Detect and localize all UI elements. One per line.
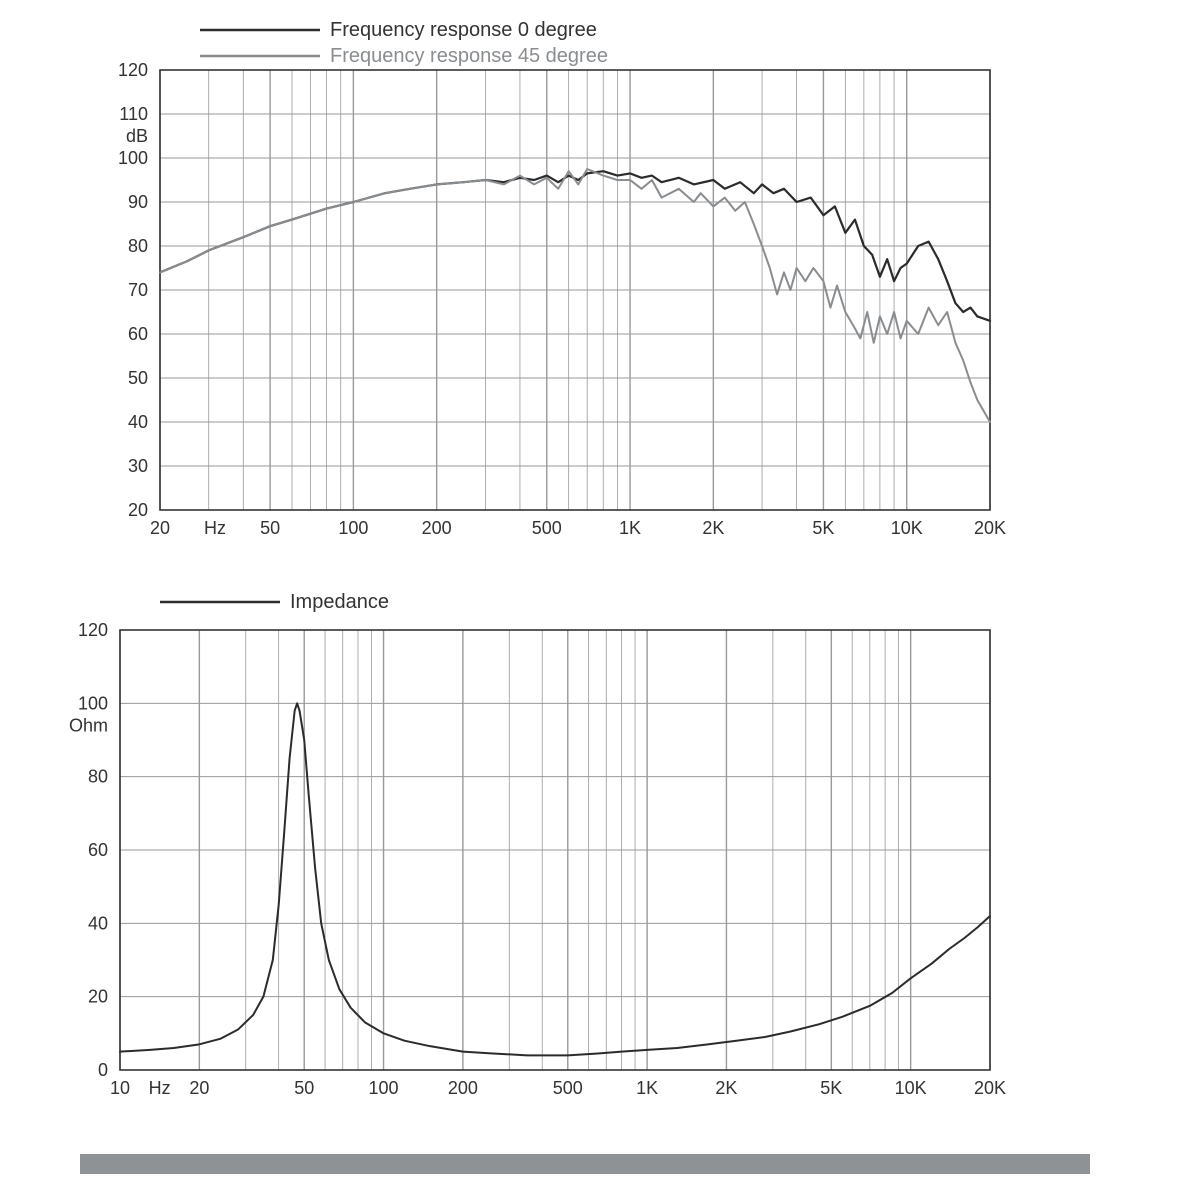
x-tick-label: 500 bbox=[553, 1078, 583, 1098]
y-tick-label: 60 bbox=[128, 324, 148, 344]
x-tick-label: 1K bbox=[636, 1078, 658, 1098]
legend-label: Frequency response 45 degree bbox=[330, 45, 608, 67]
x-tick-label: 10K bbox=[891, 518, 923, 538]
y-tick-label: 110 bbox=[119, 104, 148, 124]
y-tick-label: 20 bbox=[128, 500, 148, 520]
x-tick-label: 20 bbox=[150, 518, 170, 538]
page: 2030405060708090100110120dB2050100200500… bbox=[0, 0, 1200, 1200]
x-unit-label: Hz bbox=[204, 518, 226, 538]
x-tick-label: 100 bbox=[369, 1078, 399, 1098]
legend-label: Impedance bbox=[290, 591, 389, 613]
x-tick-label: 2K bbox=[702, 518, 724, 538]
x-tick-label: 20 bbox=[189, 1078, 209, 1098]
x-tick-label: 5K bbox=[820, 1078, 842, 1098]
y-tick-label: 30 bbox=[128, 456, 148, 476]
y-tick-label: 50 bbox=[128, 368, 148, 388]
footer-bar bbox=[80, 1154, 1090, 1174]
y-tick-label: 90 bbox=[128, 192, 148, 212]
y-tick-label: 0 bbox=[98, 1060, 108, 1080]
frequency-response-chart: 20 30 40 50 60 70 80 90 100 110 120 dB 20 50 100 200 500… bbox=[0, 0, 1200, 560]
x-tick-label: 1K bbox=[619, 518, 641, 538]
y-tick-label: 120 bbox=[118, 60, 148, 80]
x-unit-label: Hz bbox=[149, 1078, 171, 1098]
y-tick-label: 100 bbox=[78, 693, 108, 713]
y-tick-label: 100 bbox=[118, 148, 148, 168]
x-tick-label: 100 bbox=[338, 518, 368, 538]
x-tick-label: 500 bbox=[532, 518, 562, 538]
y-unit-label: Ohm bbox=[69, 715, 108, 735]
x-tick-label: 200 bbox=[448, 1078, 478, 1098]
y-tick-label: 120 bbox=[78, 620, 108, 640]
x-tick-label: 50 bbox=[294, 1078, 314, 1098]
x-tick-label: 10K bbox=[895, 1078, 927, 1098]
x-tick-label: 2K bbox=[715, 1078, 737, 1098]
y-tick-label: 20 bbox=[88, 987, 108, 1007]
x-tick-label: 20K bbox=[974, 518, 1006, 538]
y-tick-label: 80 bbox=[88, 767, 108, 787]
y-tick-label: 60 bbox=[88, 840, 108, 860]
y-unit-label: dB bbox=[126, 126, 148, 146]
x-tick-label: 5K bbox=[812, 518, 834, 538]
x-tick-label: 200 bbox=[422, 518, 452, 538]
y-tick-label: 40 bbox=[88, 913, 108, 933]
x-tick-label: 50 bbox=[260, 518, 280, 538]
legend-label: Frequency response 0 degree bbox=[330, 19, 597, 41]
y-tick-label: 40 bbox=[128, 412, 148, 432]
y-tick-label: 80 bbox=[128, 236, 148, 256]
impedance-chart: 0 20 40 60 80 100 120 Ohm 10 20 50 100 200 500 1K 2K 5K 1… bbox=[0, 560, 1200, 1120]
y-tick-label: 70 bbox=[128, 280, 148, 300]
x-tick-label: 10 bbox=[110, 1078, 130, 1098]
x-tick-label: 20K bbox=[974, 1078, 1006, 1098]
